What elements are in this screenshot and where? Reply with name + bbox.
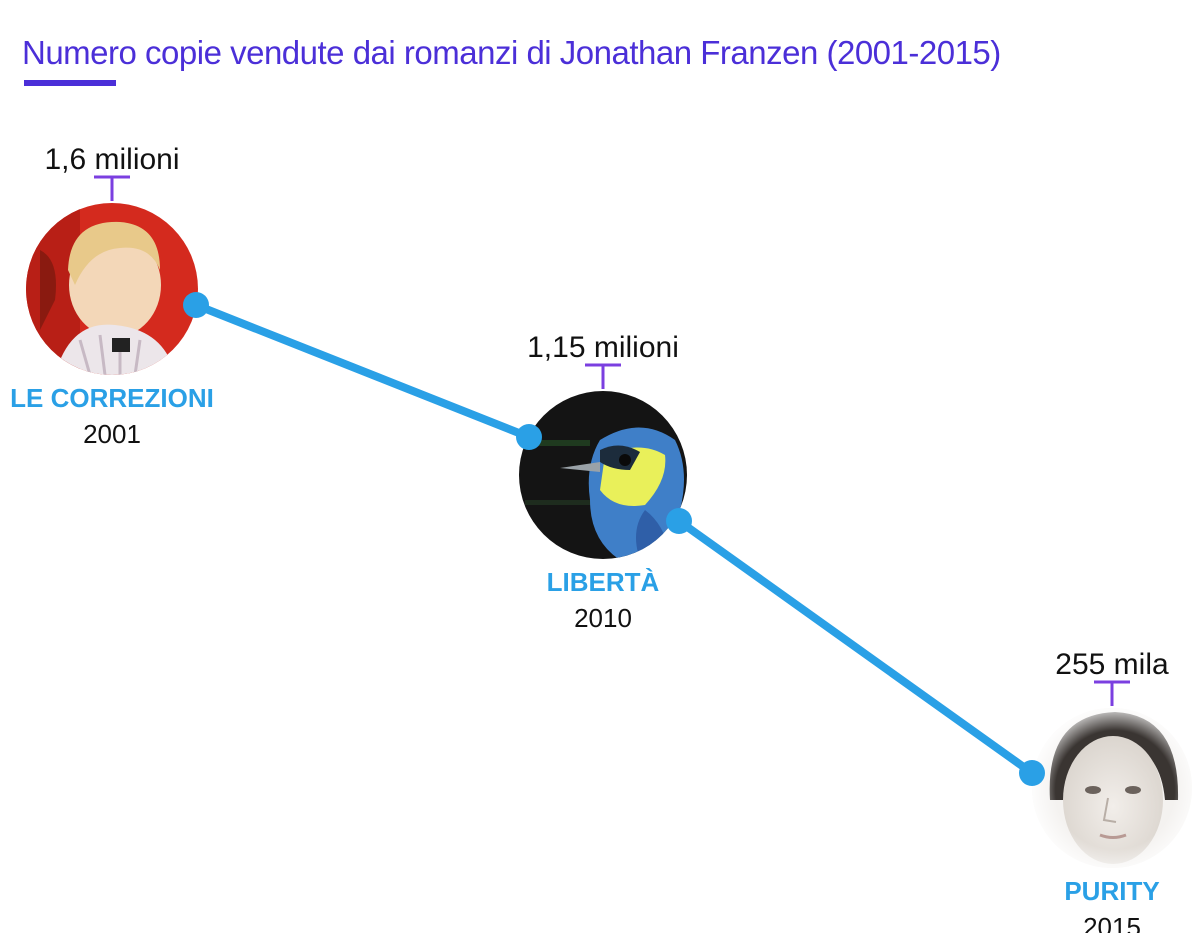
data-point	[183, 292, 209, 318]
value-marker	[94, 175, 130, 201]
value-marker	[1094, 680, 1130, 706]
book-title-label: LIBERTÀ	[547, 567, 660, 597]
series-lines	[192, 301, 1036, 777]
year-label: 2015	[1083, 912, 1141, 933]
series-marks	[183, 292, 1045, 786]
value-label: 1,6 milioni	[44, 143, 179, 176]
chart-title: Numero copie vendute dai romanzi di Jona…	[22, 34, 1001, 71]
data-point	[516, 424, 542, 450]
value-marker	[585, 363, 621, 389]
data-point	[666, 508, 692, 534]
book-title-label: PURITY	[1064, 876, 1159, 906]
year-label: 2001	[83, 419, 141, 449]
series-line-segment	[675, 517, 1036, 777]
value-label: 1,15 milioni	[527, 331, 679, 364]
year-label: 2010	[574, 603, 632, 633]
title-underline	[24, 80, 116, 86]
bird-cover-image	[519, 391, 687, 559]
data-point	[1019, 760, 1045, 786]
book-title-label: LE CORREZIONI	[10, 383, 214, 413]
child-cover-image	[26, 203, 198, 375]
value-label: 255 mila	[1055, 648, 1169, 681]
point-labels: 1,6 milioni LE CORREZIONI 2001 1,15 milioni…	[10, 143, 1169, 933]
series-line-segment	[192, 301, 533, 441]
woman-cover-image	[1032, 708, 1192, 868]
